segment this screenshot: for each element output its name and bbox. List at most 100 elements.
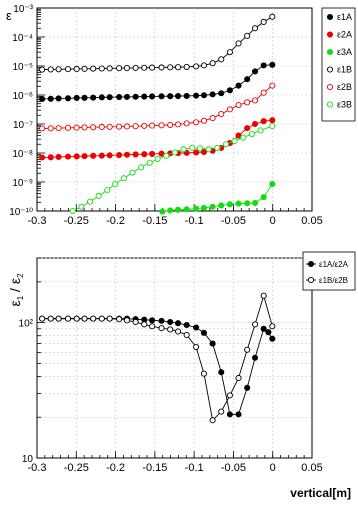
top-grid xyxy=(37,8,312,211)
top-data-point xyxy=(209,203,216,210)
bottom-data-point xyxy=(55,315,62,322)
top-legend-label: ε3B xyxy=(337,100,352,110)
bottom-y-tick-label: 10² xyxy=(19,319,34,330)
top-data-point xyxy=(183,63,190,70)
top-data-point xyxy=(81,65,88,72)
top-data-point xyxy=(132,93,139,100)
top-x-tick-label: 0.05 xyxy=(301,215,322,227)
top-data-point xyxy=(90,124,97,131)
top-data-point xyxy=(251,199,259,206)
top-data-point xyxy=(244,125,251,132)
top-data-point xyxy=(39,125,46,132)
top-data-point xyxy=(47,95,54,102)
top-data-point xyxy=(81,124,88,131)
top-data-point xyxy=(193,92,200,99)
bottom-x-tick-label: -0.2 xyxy=(106,462,125,474)
top-data-point xyxy=(73,94,80,102)
bottom-data-point xyxy=(47,315,54,322)
bottom-data-point xyxy=(226,392,233,399)
top-data-point xyxy=(123,151,131,158)
bottom-data-point xyxy=(193,324,200,331)
bottom-data-point xyxy=(123,317,131,324)
bottom-x-tick-label: -0.15 xyxy=(142,462,167,474)
bottom-data-point xyxy=(226,411,233,418)
bottom-data-point xyxy=(167,318,174,326)
top-data-point xyxy=(47,66,54,73)
top-data-point xyxy=(141,64,148,71)
bottom-data-point xyxy=(98,315,105,322)
top-data-point xyxy=(98,152,105,159)
top-y-tick-label: 10⁻⁴ xyxy=(12,33,33,44)
top-data-point xyxy=(73,153,80,160)
top-data-point xyxy=(154,155,161,163)
top-data-point xyxy=(64,124,72,131)
top-data-point xyxy=(98,94,105,101)
top-data-point xyxy=(95,192,102,200)
bottom-x-tick-label: 0.05 xyxy=(301,462,322,474)
bottom-legend-label: ε1A/ε2A xyxy=(319,260,349,269)
top-data-point xyxy=(231,137,238,145)
bottom-data-point xyxy=(265,329,272,336)
bottom-data-point xyxy=(235,374,242,382)
top-data-point xyxy=(106,152,113,159)
bottom-plot-frame xyxy=(36,257,313,459)
top-data-point xyxy=(81,153,88,160)
top-data-point xyxy=(132,64,139,71)
top-data-point xyxy=(174,93,182,100)
top-data-point xyxy=(240,134,247,141)
top-y-tick-label: 10⁻⁹ xyxy=(12,178,33,189)
bottom-data-point xyxy=(260,325,267,332)
top-data-point xyxy=(112,180,119,188)
top-data-point xyxy=(106,123,113,130)
top-legend-marker xyxy=(326,13,334,21)
top-data-point xyxy=(205,146,212,153)
top-x-tick-label: -0.1 xyxy=(185,215,204,227)
top-data-point xyxy=(163,152,170,159)
bottom-data-point xyxy=(149,323,156,330)
bottom-grid xyxy=(37,257,312,458)
top-data-point xyxy=(146,159,153,166)
top-legend: ε1A ε2A ε3A ε1B ε2B ε3B xyxy=(321,7,356,122)
top-data-point xyxy=(235,102,242,109)
top-data-point xyxy=(251,68,259,75)
top-data-point xyxy=(141,93,148,100)
top-y-tick-label: 10⁻⁷ xyxy=(13,120,33,131)
top-series-5 xyxy=(69,122,276,215)
bottom-data-point xyxy=(39,315,46,322)
top-data-point xyxy=(269,180,276,188)
bottom-panel: -0.3 -0.25 -0.2 -0.15 -0.1 -0.05 0 0.05 10 10² ε… xyxy=(7,251,356,500)
top-data-point xyxy=(98,123,105,131)
top-data-point xyxy=(116,123,123,130)
bottom-y-axis-label: ε1 / ε2 xyxy=(7,273,25,307)
top-data-point xyxy=(183,120,190,127)
top-data-point xyxy=(47,154,54,161)
top-legend-label: ε2B xyxy=(337,82,352,92)
bottom-legend-label: ε1B/ε2B xyxy=(319,276,348,285)
bottom-data-point xyxy=(174,328,182,335)
top-series-0 xyxy=(39,61,276,103)
top-legend-marker xyxy=(326,83,334,91)
top-x-tick-label: -0.2 xyxy=(106,215,125,227)
bottom-data-point xyxy=(106,315,113,322)
top-data-point xyxy=(200,92,208,99)
top-data-point xyxy=(69,207,76,215)
top-data-point xyxy=(174,206,182,213)
top-legend-label: ε1B xyxy=(337,65,352,75)
top-data-point xyxy=(257,127,264,134)
top-data-point xyxy=(90,94,97,101)
top-data-point xyxy=(269,117,276,124)
top-data-point xyxy=(193,205,200,212)
top-data-point xyxy=(218,111,225,118)
top-series-line xyxy=(42,85,273,129)
bottom-data-point xyxy=(260,292,267,299)
top-data-point xyxy=(120,175,127,182)
top-data-point xyxy=(226,106,233,113)
bottom-data-point xyxy=(158,317,165,324)
bottom-data-point xyxy=(193,343,200,351)
top-data-point xyxy=(149,150,156,157)
top-data-point xyxy=(193,63,200,70)
bottom-legend-marker xyxy=(307,260,315,268)
top-y-tick-label: 10⁻¹⁰ xyxy=(9,207,33,218)
top-data-point xyxy=(269,122,276,130)
bottom-data-point xyxy=(235,411,242,418)
